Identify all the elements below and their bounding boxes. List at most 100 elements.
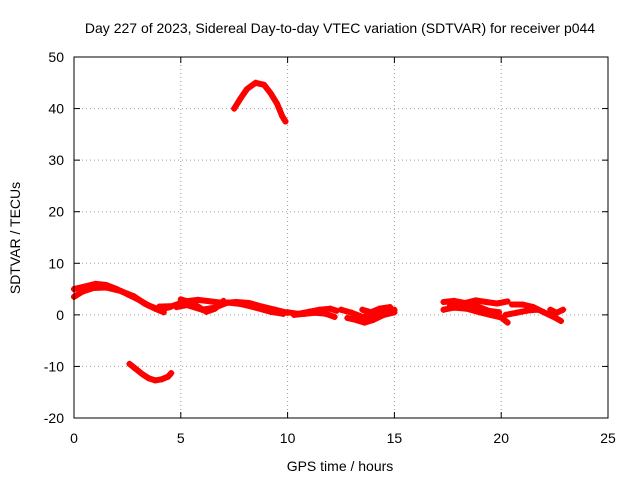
data-point (282, 118, 289, 125)
grid (73, 56, 609, 419)
y-tick-label: 30 (48, 152, 64, 168)
series-arc-10 (359, 304, 394, 316)
data-point (90, 285, 97, 292)
data-point (485, 307, 492, 314)
data-point (158, 376, 165, 383)
data-point (352, 317, 359, 324)
data-point (173, 304, 180, 311)
data-point (459, 304, 466, 311)
data-point (560, 306, 567, 313)
x-tick-label: 15 (387, 430, 403, 446)
data-point (508, 301, 515, 308)
data-point (327, 305, 334, 312)
x-tick-label: 25 (600, 430, 616, 446)
data-point (117, 288, 124, 295)
data-point (376, 305, 383, 312)
data-point (312, 309, 319, 316)
data-point (156, 303, 163, 310)
y-tick-label: 50 (48, 49, 64, 65)
data-point (380, 311, 387, 318)
data-point (126, 360, 133, 367)
data-point (440, 298, 447, 305)
data-point (391, 309, 398, 316)
data-point (132, 366, 139, 373)
data-point (145, 375, 152, 382)
data-point (273, 100, 280, 107)
data-point (291, 311, 298, 318)
y-tick-label: 10 (48, 255, 64, 271)
x-tick-label: 10 (280, 430, 296, 446)
data-point (519, 301, 526, 308)
data-point (188, 299, 195, 306)
data-point (141, 300, 148, 307)
plot-frame (73, 56, 609, 419)
data-point (361, 319, 368, 326)
y-tick-label: 0 (56, 307, 64, 323)
data-point (493, 300, 500, 307)
data-point (211, 305, 218, 312)
data-point (348, 309, 355, 316)
data-point (472, 302, 479, 309)
data-point (370, 317, 377, 324)
y-tick-label: -20 (44, 410, 64, 426)
data-point (534, 306, 541, 313)
data-point (130, 293, 137, 300)
data-point (284, 309, 291, 316)
data-point (152, 377, 159, 384)
data-point (553, 309, 560, 316)
data-point (103, 284, 110, 291)
data-point (220, 297, 227, 304)
data-point (267, 90, 274, 97)
data-point (267, 308, 274, 315)
data-point (387, 304, 394, 311)
tick-labels: 0 5 10 15 20 25 -20 -10 0 10 20 30 40 50 (44, 49, 616, 446)
data-point (504, 298, 511, 305)
data-point (244, 85, 251, 92)
data-point (231, 105, 238, 112)
data-point (504, 319, 511, 326)
data-point (502, 311, 509, 318)
data-point (440, 306, 447, 313)
data-point (79, 288, 86, 295)
data-point (483, 298, 490, 305)
data-point (451, 297, 458, 304)
data-point (279, 113, 286, 120)
series-arc-15 (502, 306, 541, 318)
data-point (540, 309, 547, 316)
data-point (558, 318, 565, 325)
data-point (367, 309, 374, 316)
data-point (551, 314, 558, 321)
data-point (237, 95, 244, 102)
y-tick-label: -10 (44, 358, 64, 374)
series-layer (71, 79, 567, 384)
data-point (164, 373, 171, 380)
data-point (338, 306, 344, 313)
data-point (252, 304, 259, 311)
data-point (301, 310, 308, 317)
x-tick-label: 0 (70, 430, 78, 446)
data-point (203, 308, 210, 315)
data-point (496, 309, 503, 316)
data-point (472, 297, 479, 304)
data-point (323, 310, 330, 317)
data-point (498, 314, 505, 321)
data-point (261, 81, 268, 88)
data-point (547, 306, 554, 313)
y-tick-label: 40 (48, 101, 64, 117)
data-point (359, 306, 366, 313)
data-point (252, 79, 259, 86)
data-point (168, 370, 175, 377)
data-point (207, 298, 214, 305)
data-point (139, 371, 146, 378)
data-point (194, 296, 201, 303)
data-point (177, 296, 184, 303)
y-tick-label: 20 (48, 204, 64, 220)
data-point (523, 307, 530, 314)
data-point (513, 309, 520, 316)
data-point (152, 305, 159, 312)
y-axis-label: SDTVAR / TECUs (7, 182, 23, 294)
data-point (446, 302, 453, 309)
data-point (160, 309, 167, 316)
data-point (344, 314, 351, 321)
